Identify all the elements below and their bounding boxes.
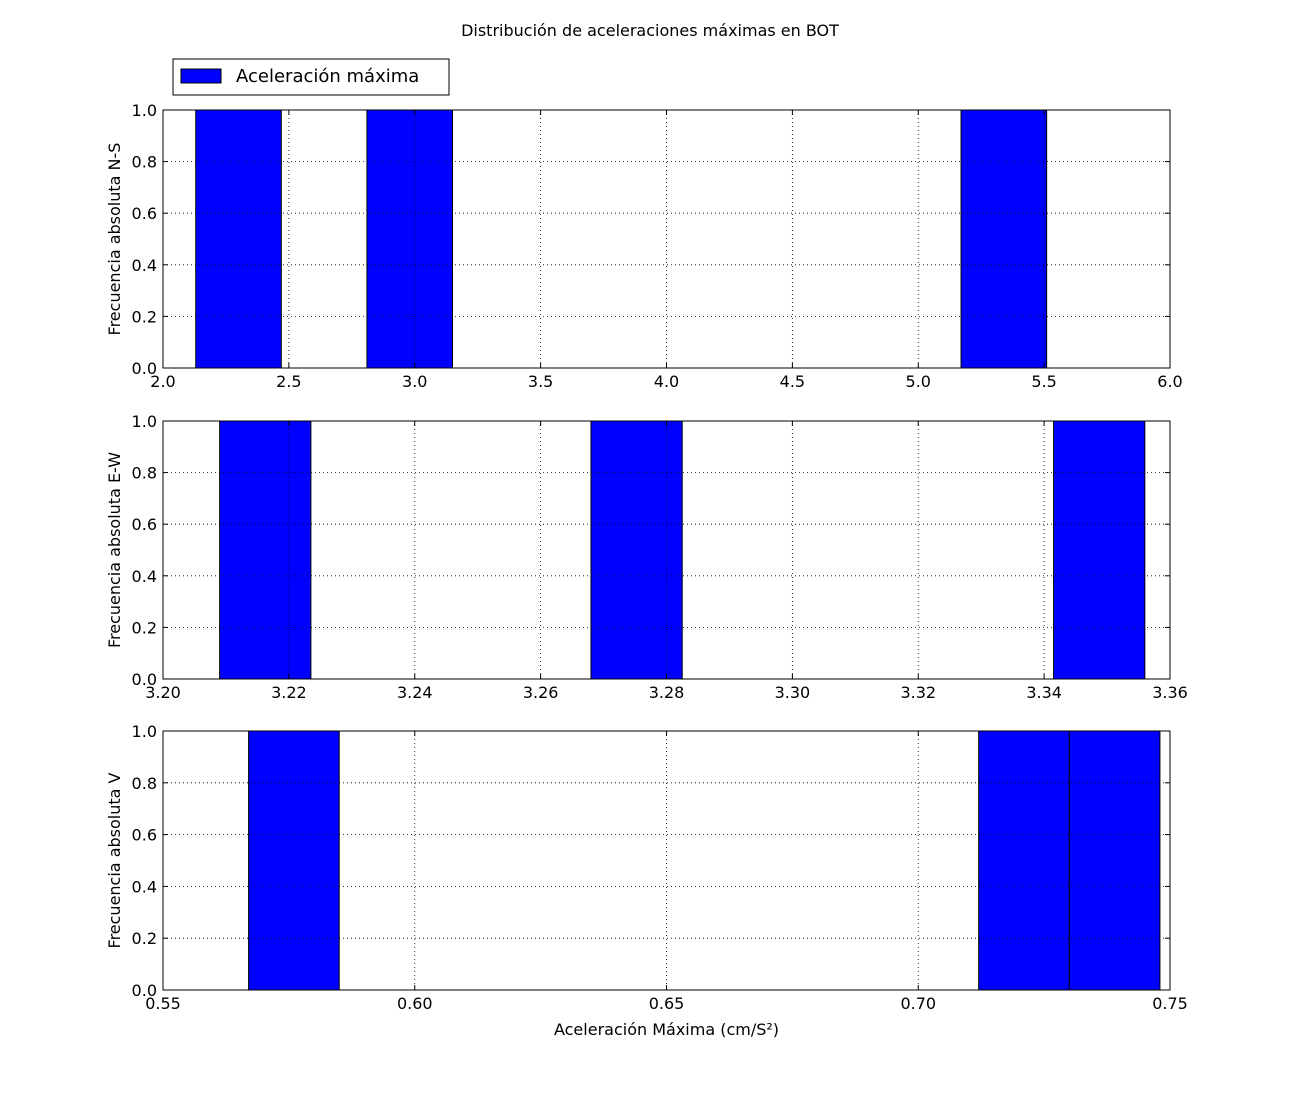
x-tick-label: 3.0: [402, 372, 427, 391]
y-tick-label: 0.6: [132, 826, 157, 845]
x-tick-label: 3.5: [528, 372, 553, 391]
x-tick-label: 2.0: [150, 372, 175, 391]
x-tick-label: 0.60: [397, 994, 433, 1013]
x-tick-label: 3.28: [649, 683, 685, 702]
x-tick-label: 0.55: [145, 994, 181, 1013]
histogram-bar: [1053, 420, 1146, 680]
x-tick-label: 5.0: [906, 372, 931, 391]
y-tick-label: 0.4: [132, 567, 157, 586]
x-tick-label: 0.65: [649, 994, 685, 1013]
x-tick-label: 2.5: [276, 372, 301, 391]
x-tick-label: 3.36: [1152, 683, 1188, 702]
y-tick-label: 0.6: [132, 515, 157, 534]
y-tick-label: 0.0: [132, 670, 157, 689]
y-tick-label: 0.8: [132, 153, 157, 172]
x-tick-label: 3.26: [523, 683, 559, 702]
histogram-bar: [1068, 730, 1161, 991]
y-tick-label: 0.2: [132, 307, 157, 326]
x-tick-label: 0.75: [1152, 994, 1188, 1013]
y-tick-label: 1.0: [132, 412, 157, 431]
x-axis-label: Aceleración Máxima (cm/S²): [554, 1020, 779, 1039]
histogram-bar: [219, 420, 312, 680]
y-tick-label: 0.8: [132, 774, 157, 793]
x-tick-label: 3.22: [271, 683, 307, 702]
x-tick-label: 3.32: [900, 683, 936, 702]
histogram-bar: [366, 109, 454, 369]
y-tick-label: 1.0: [132, 101, 157, 120]
x-tick-label: 4.5: [780, 372, 805, 391]
subplot-3: 0.55 0.60 0.65 0.70 0.75 0.0 0.2 0.4 0.6 0.8 1.0 Fr…: [105, 722, 1188, 1039]
x-tick-label: 3.24: [397, 683, 433, 702]
y-tick-label: 0.8: [132, 464, 157, 483]
x-tick-label: 3.34: [1026, 683, 1062, 702]
subplot-2: 3.20 3.22 3.24 3.26 3.28 3.30 3.32 3.34 3.36 0.0 0…: [105, 412, 1188, 702]
histogram-bar: [590, 420, 683, 680]
y-tick-label: 0.2: [132, 618, 157, 637]
histogram-bar: [248, 730, 340, 991]
y-axis-label: Frecuencia absoluta V: [105, 772, 124, 948]
x-tick-label: 5.5: [1031, 372, 1056, 391]
x-tick-label: 3.20: [145, 683, 181, 702]
y-tick-label: 0.6: [132, 204, 157, 223]
histogram-bar: [195, 109, 282, 369]
y-tick-label: 0.0: [132, 359, 157, 378]
y-tick-label: 0.4: [132, 256, 157, 275]
x-tick-label: 0.70: [900, 994, 936, 1013]
x-tick-label: 6.0: [1157, 372, 1182, 391]
y-axis-label: Frecuencia absoluta N-S: [105, 143, 124, 336]
y-tick-label: 1.0: [132, 722, 157, 741]
y-tick-label: 0.0: [132, 981, 157, 1000]
y-tick-label: 0.4: [132, 877, 157, 896]
legend-label: Aceleración máxima: [236, 66, 419, 87]
y-axis-label: Frecuencia absoluta E-W: [105, 452, 124, 648]
chart-title: Distribución de aceleraciones máximas en…: [461, 21, 839, 40]
y-tick-label: 0.2: [132, 929, 157, 948]
legend-swatch: [180, 68, 222, 84]
x-tick-label: 4.0: [654, 372, 679, 391]
histogram-bar: [978, 730, 1070, 991]
x-tick-label: 3.30: [775, 683, 811, 702]
subplot-1: 2.0 2.5 3.0 3.5 4.0 4.5 5.0 5.5 6.0 0.0 0.2 0.4 0.6 0…: [105, 101, 1183, 391]
legend: Aceleración máxima: [172, 58, 450, 96]
histogram-bar: [960, 109, 1048, 369]
